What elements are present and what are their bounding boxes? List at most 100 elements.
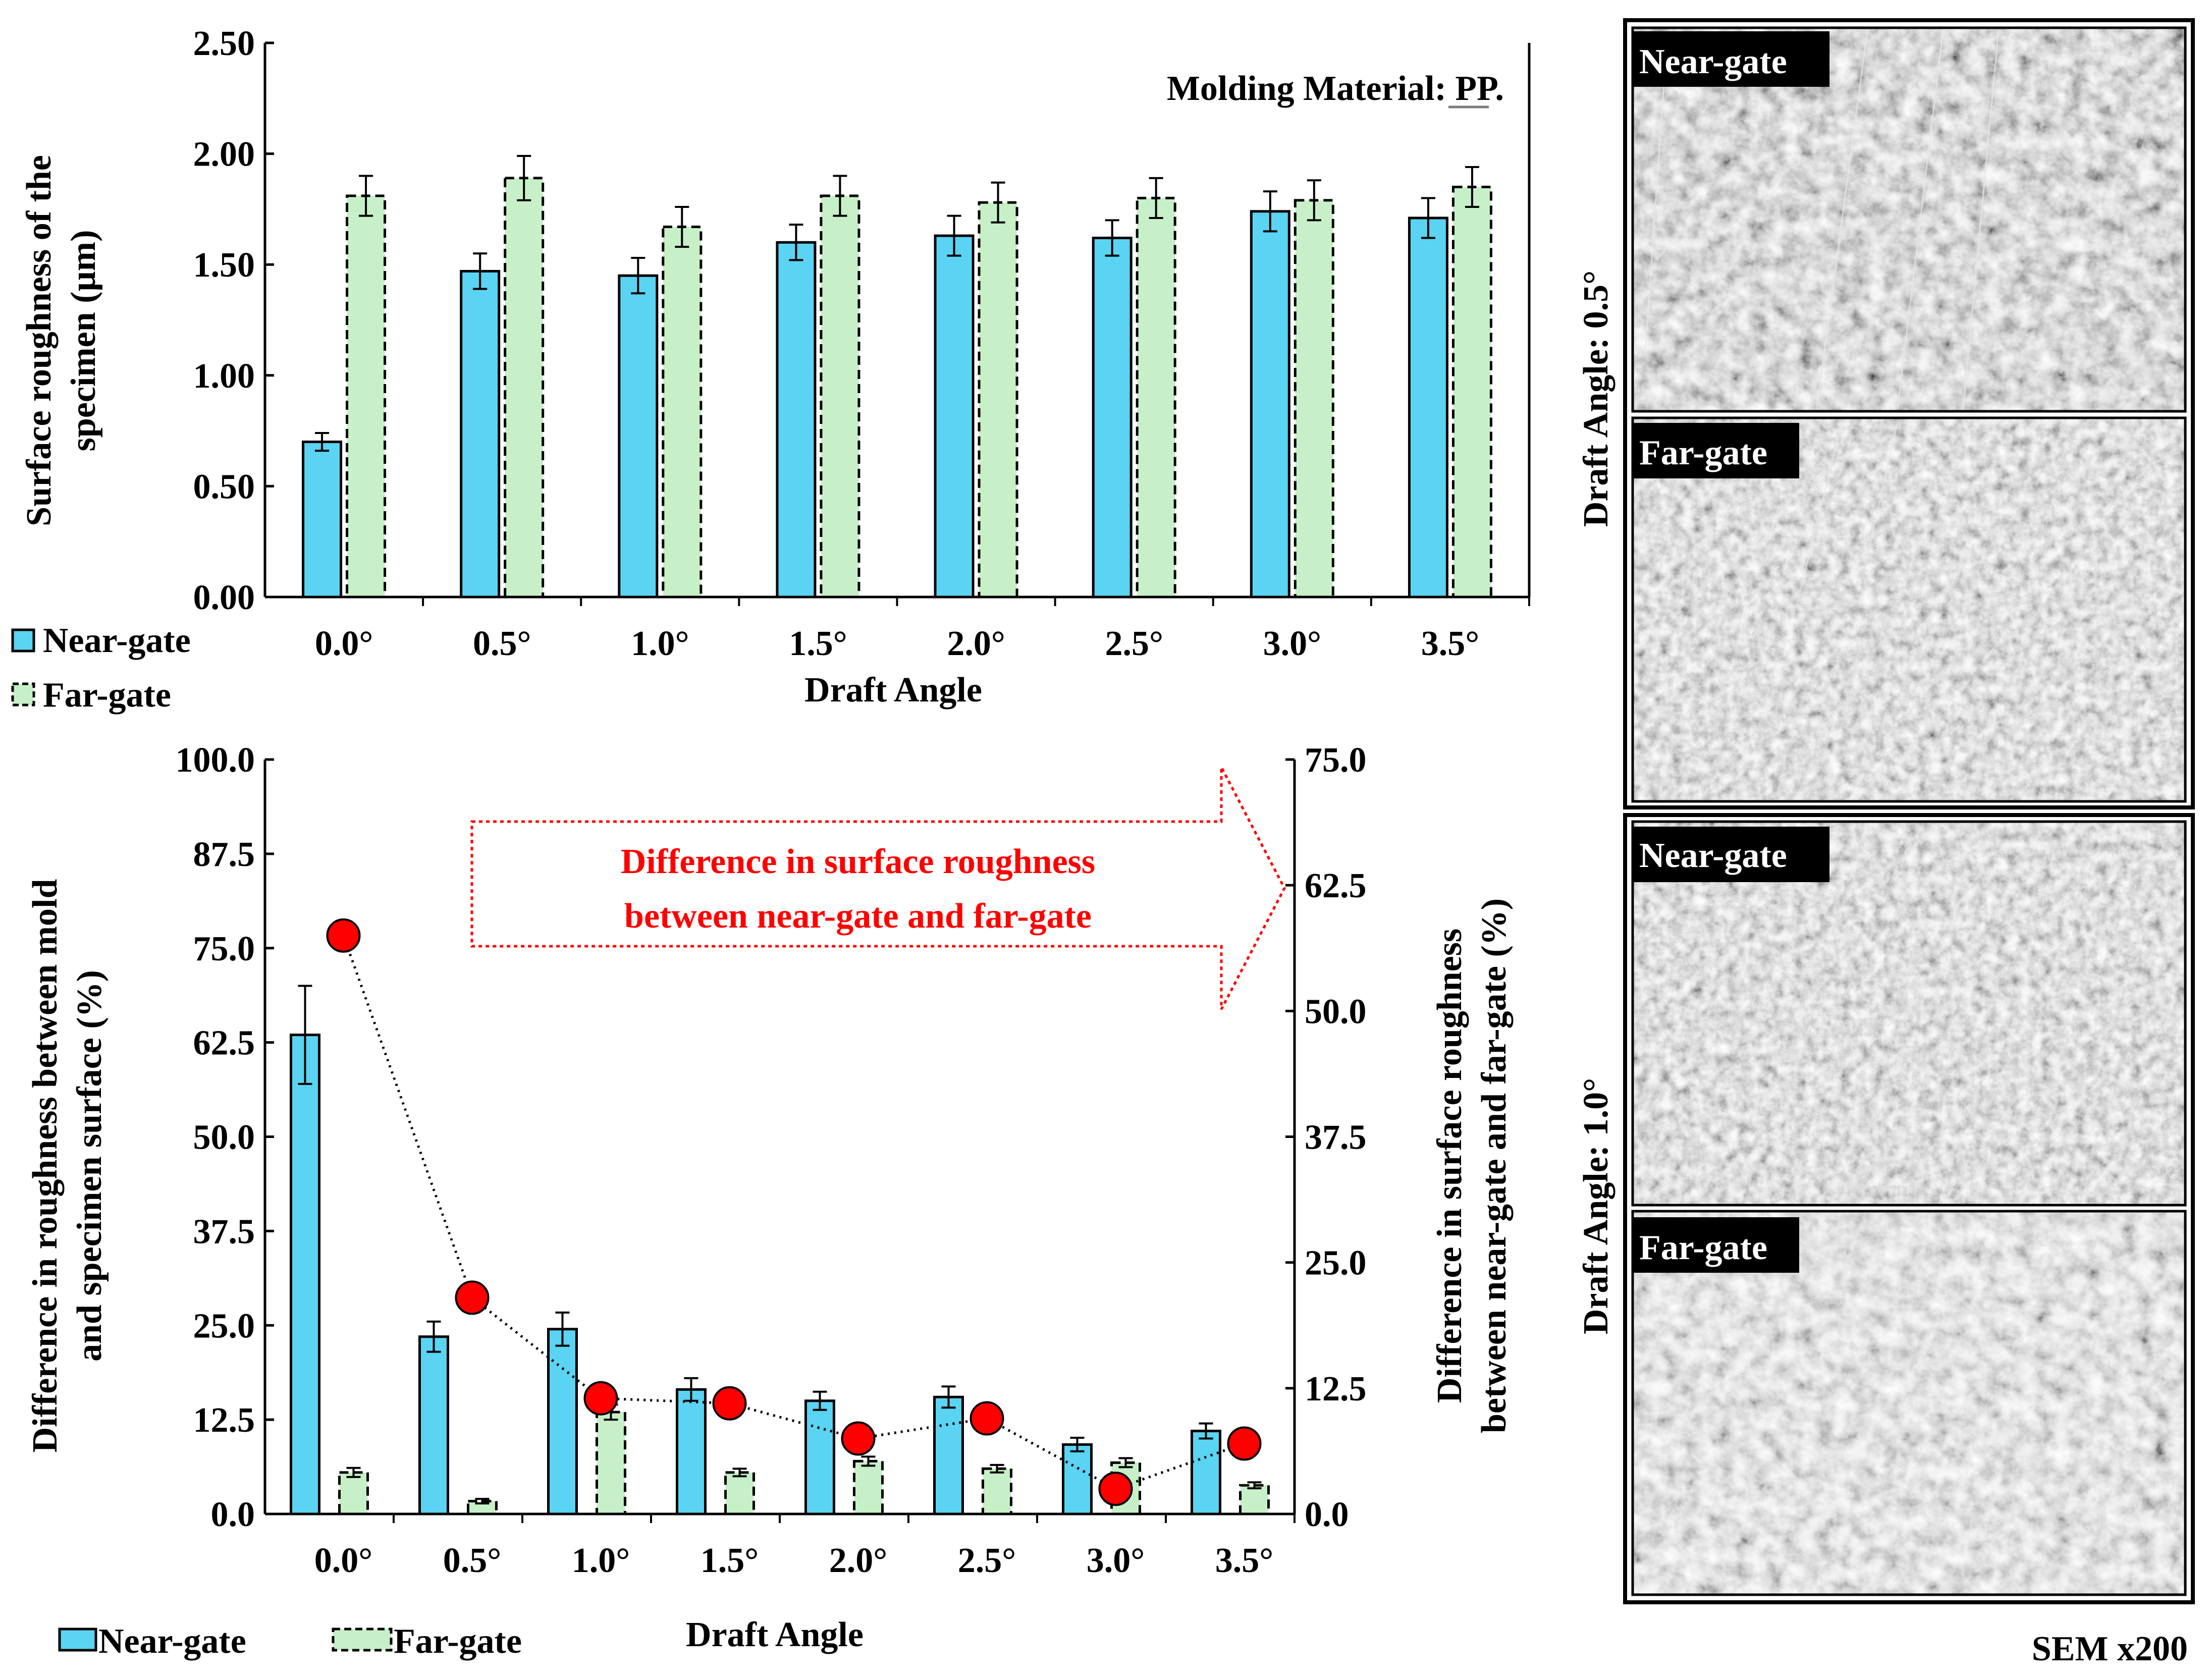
sem-caption: SEM x200 [2032, 1630, 2188, 1668]
bot-ylabel-line1: Difference in roughness between mold [26, 879, 65, 1453]
difference-marker [841, 1421, 876, 1456]
near-gate-bar [804, 1399, 835, 1515]
sem-group1-frame [1623, 18, 2195, 809]
y-tick-label: 87.5 [193, 835, 255, 874]
difference-marker [326, 918, 361, 953]
top-legend-near-swatch [11, 628, 35, 653]
far-gate-bar [338, 1471, 369, 1515]
sem-group2-frame [1623, 813, 2195, 1604]
far-gate-bar [346, 194, 387, 599]
bot-xlabel: Draft Angle [686, 1615, 864, 1654]
sem-label-3: Near-gate [1639, 836, 1787, 875]
top-ylabel-line2: specimen (µm) [64, 230, 103, 452]
y-tick-label: 0.00 [193, 578, 255, 617]
far-gate-bar [978, 201, 1018, 599]
sem-panels: Near-gate Far-gate Near-gate Far-gate [1577, 18, 2195, 1668]
y2-tick-label: 12.5 [1305, 1370, 1367, 1408]
near-gate-bar [290, 1034, 320, 1515]
y-tick-label: 75.0 [193, 930, 255, 968]
difference-marker [1227, 1426, 1262, 1461]
y2-tick-label: 37.5 [1305, 1118, 1367, 1157]
x-tick-label: 0.0° [315, 624, 373, 663]
difference-marker [969, 1401, 1004, 1436]
bot-legend-far-label: Far-gate [394, 1622, 522, 1661]
near-gate-bar [618, 274, 659, 599]
sem-image-far-gate-0-5: Far-gate [1631, 416, 2187, 803]
near-gate-bar [1250, 210, 1290, 599]
far-gate-bar [724, 1471, 755, 1515]
bot-y2label-line1: Difference in surface roughness [1430, 929, 1469, 1403]
x-tick-label: 3.5° [1215, 1541, 1274, 1580]
top-roughness-chart: 0.00 0.50 1.00 1.50 2.00 2.50 0.0° 0.5° 1.0° 1.5°… [11, 24, 1531, 715]
bot-legend-near-label: Near-gate [98, 1622, 246, 1661]
top-legend-near-label: Near-gate [43, 621, 191, 660]
x-tick-label: 2.5° [958, 1541, 1016, 1580]
difference-line [342, 935, 1245, 1490]
y-tick-label: 1.00 [193, 357, 255, 396]
difference-marker [455, 1280, 490, 1315]
x-tick-label: 3.0° [1263, 624, 1322, 663]
difference-marker [1098, 1472, 1133, 1506]
top-legend-far-swatch [11, 682, 35, 707]
far-gate-bar [1294, 199, 1334, 599]
near-gate-bar [547, 1328, 578, 1515]
y-tick-label: 100.0 [176, 741, 255, 780]
x-tick-label: 1.5° [789, 624, 847, 663]
sem-image-near-gate-1-0: Near-gate [1631, 820, 2187, 1207]
top-legend-far-label: Far-gate [43, 676, 171, 715]
y-tick-label: 2.50 [193, 24, 255, 63]
y2-tick-label: 50.0 [1305, 992, 1367, 1031]
near-gate-bar [1062, 1443, 1093, 1515]
y2-tick-label: 25.0 [1305, 1244, 1367, 1283]
near-gate-bar [1191, 1430, 1221, 1515]
y-tick-label: 62.5 [193, 1024, 255, 1063]
sem-label-1: Near-gate [1639, 42, 1787, 81]
x-tick-label: 1.0° [631, 624, 689, 663]
near-gate-bar [934, 234, 975, 599]
sem-label-4: Far-gate [1639, 1228, 1767, 1267]
annotation-arrow [470, 766, 1286, 1010]
x-tick-label: 3.0° [1087, 1541, 1145, 1580]
y-tick-label: 0.50 [193, 467, 255, 506]
far-gate-bar [662, 226, 703, 599]
x-tick-label: 3.5° [1421, 624, 1480, 663]
sem-image-far-gate-1-0: Far-gate [1631, 1210, 2187, 1596]
far-gate-bar [853, 1459, 884, 1515]
near-gate-bar [933, 1395, 964, 1515]
near-gate-bar [776, 241, 817, 599]
x-tick-label: 0.0° [314, 1541, 373, 1580]
near-gate-bar [302, 441, 343, 599]
near-gate-bar [1092, 236, 1133, 599]
x-tick-label: 1.0° [572, 1541, 630, 1580]
sem-label-2: Far-gate [1639, 433, 1767, 472]
near-gate-bar [460, 269, 501, 599]
top-ylabel-line1: Surface roughness of the [20, 155, 59, 526]
bottom-difference-chart: 0.0 12.5 25.0 37.5 50.0 62.5 75.0 87.5 100.0 0.0 1… [26, 741, 1514, 1661]
sem-group1-label: Draft Angle: 0.5° [1577, 270, 1615, 527]
bot-y2label-line2: between near-gate and far-gate (%) [1475, 898, 1514, 1433]
molding-material-annotation: Molding Material: PP. [1167, 69, 1504, 108]
y-tick-label: 12.5 [193, 1401, 255, 1440]
far-gate-bar [820, 194, 860, 599]
far-gate-bar [596, 1411, 626, 1515]
bot-legend-far-swatch [332, 1628, 393, 1652]
difference-marker [583, 1381, 618, 1416]
x-tick-label: 0.5° [473, 624, 531, 663]
near-gate-bar [1408, 216, 1448, 599]
near-gate-bar [676, 1388, 707, 1515]
y-tick-label: 2.00 [193, 135, 255, 174]
difference-marker [712, 1386, 747, 1421]
far-gate-bar [504, 177, 545, 599]
sem-group2-label: Draft Angle: 1.0° [1577, 1078, 1615, 1334]
bot-legend-near-swatch [58, 1628, 97, 1652]
x-tick-label: 2.5° [1105, 624, 1163, 663]
y-tick-label: 50.0 [193, 1118, 255, 1157]
y-tick-label: 25.0 [193, 1307, 255, 1345]
top-xlabel: Draft Angle [804, 671, 982, 710]
x-tick-label: 0.5° [443, 1541, 502, 1580]
far-gate-bar [982, 1467, 1012, 1515]
y2-tick-label: 0.0 [1305, 1495, 1349, 1534]
y2-tick-label: 62.5 [1305, 866, 1367, 905]
far-gate-bar [1451, 185, 1492, 599]
